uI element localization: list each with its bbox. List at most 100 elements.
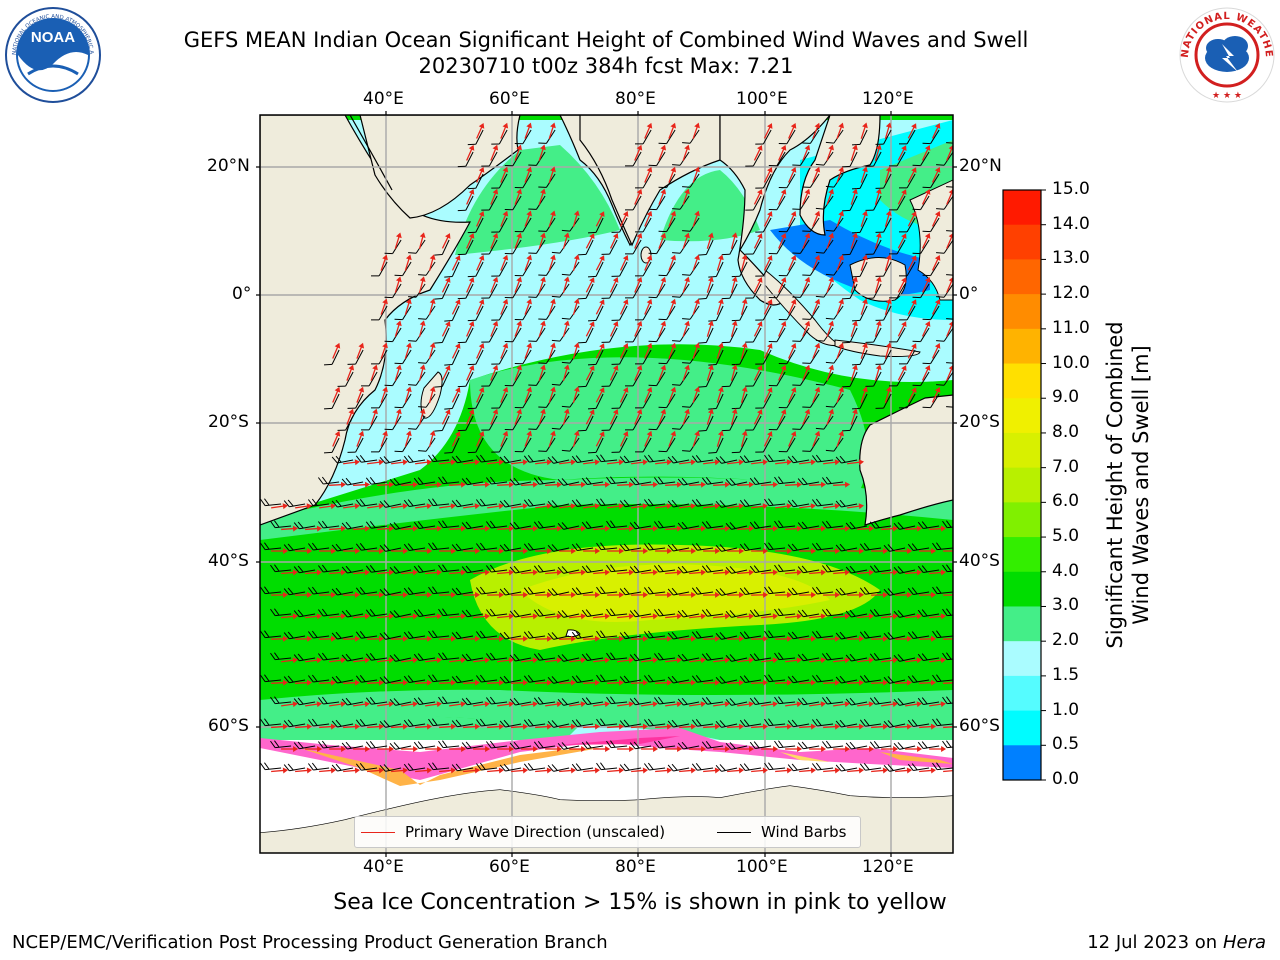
lat-label-left: 20°S (208, 412, 249, 432)
wave-direction-arrow (850, 232, 858, 249)
wind-barb (682, 217, 700, 232)
wind-barb (672, 283, 690, 298)
wind-barb (715, 500, 738, 508)
wind-barb (323, 349, 340, 366)
wind-barb (698, 415, 714, 432)
wave-direction-arrow (929, 701, 946, 708)
wind-barb (851, 173, 868, 190)
wind-barb (499, 587, 522, 596)
wave-direction-arrow (692, 210, 700, 227)
wind-barb (721, 371, 738, 388)
wave-direction-arrow (931, 123, 941, 139)
wave-direction-arrow (404, 386, 412, 403)
wave-direction-arrow (377, 569, 395, 576)
wind-barb (725, 698, 748, 706)
colorbar-swatch (1003, 294, 1041, 330)
wind-barb (317, 652, 340, 661)
wind-barb (434, 327, 450, 344)
wave-direction-arrow (778, 276, 787, 293)
wind-barb (481, 283, 498, 299)
wind-barb (768, 195, 786, 211)
wind-barb (859, 586, 882, 595)
wind-barb (403, 719, 426, 727)
wind-barb (538, 261, 556, 276)
wave-direction-arrow (857, 569, 875, 576)
wave-direction-arrow (826, 364, 834, 381)
wave-direction-arrow (788, 254, 797, 271)
wave-direction-arrow (641, 481, 659, 488)
wind-barb (682, 437, 700, 452)
wind-barb (912, 283, 930, 299)
wind-barb (893, 742, 916, 750)
wind-barb (467, 305, 484, 322)
wave-direction-arrow (644, 430, 653, 447)
wind-barb (611, 393, 628, 409)
wave-direction-arrow (737, 657, 755, 664)
wave-direction-arrow (809, 701, 826, 708)
wave-direction-arrow (857, 613, 875, 620)
wind-barb (491, 349, 508, 365)
wind-barb (691, 542, 714, 551)
wind-barb (601, 327, 618, 343)
wind-barb (698, 371, 714, 388)
wave-direction-arrow (874, 364, 882, 381)
wind-barb (571, 763, 594, 771)
wind-barb (815, 239, 834, 254)
wave-direction-arrow (476, 122, 485, 139)
wind-barb (745, 415, 762, 431)
wave-direction-arrow (799, 635, 817, 642)
wave-direction-arrow (689, 657, 707, 664)
wave-direction-arrow (569, 569, 587, 576)
wave-direction-arrow (463, 548, 481, 554)
wave-direction-arrow (799, 548, 817, 554)
wind-barb (260, 762, 282, 771)
wind-barb (917, 741, 940, 749)
wind-barb (787, 543, 810, 552)
wave-direction-arrow (428, 298, 436, 315)
wind-barb (731, 437, 748, 454)
lon-label-top: 120°E (862, 89, 914, 109)
wind-barb (504, 151, 522, 167)
wave-direction-arrow (737, 481, 755, 488)
wind-barb (461, 565, 484, 574)
wind-barb (653, 564, 676, 573)
wave-direction-arrow (954, 386, 966, 404)
wave-direction-arrow (740, 298, 748, 315)
wind-barb (643, 718, 666, 727)
legend-label: Wind Barbs (761, 823, 847, 841)
wave-direction-arrow (716, 386, 724, 403)
wind-barb (851, 393, 868, 410)
wind-barb (365, 696, 388, 705)
wind-barb (936, 195, 953, 210)
wind-barb (907, 543, 930, 551)
wave-direction-arrow (716, 254, 724, 271)
wave-direction-arrow (751, 503, 768, 510)
lon-label-top: 60°E (489, 89, 530, 109)
wind-barb (811, 454, 834, 463)
wave-direction-arrow (631, 548, 649, 554)
wind-barb (942, 740, 953, 749)
wind-barb (428, 630, 450, 639)
wind-barb (538, 217, 556, 232)
wave-direction-arrow (905, 746, 923, 752)
lat-label-left: 0° (232, 284, 252, 304)
wave-direction-arrow (394, 276, 402, 293)
wind-barb (619, 763, 642, 772)
colorbar-tick-label: 9.0 (1052, 387, 1080, 408)
wind-barb (778, 217, 796, 233)
wave-direction-arrow (823, 723, 841, 730)
wind-barb (792, 239, 810, 254)
wave-direction-arrow (713, 746, 731, 752)
wave-direction-arrow (833, 481, 851, 488)
wind-barb (581, 609, 604, 617)
wave-direction-arrow (895, 548, 913, 554)
wave-direction-arrow (367, 767, 385, 774)
wave-direction-arrow (487, 679, 505, 686)
wind-barb (523, 542, 546, 551)
wave-direction-arrow (809, 657, 827, 664)
wave-direction-arrow (514, 408, 522, 425)
wind-barb (581, 741, 604, 749)
wave-direction-arrow (593, 525, 611, 532)
wave-direction-arrow (521, 525, 539, 532)
wind-barb (581, 565, 604, 573)
